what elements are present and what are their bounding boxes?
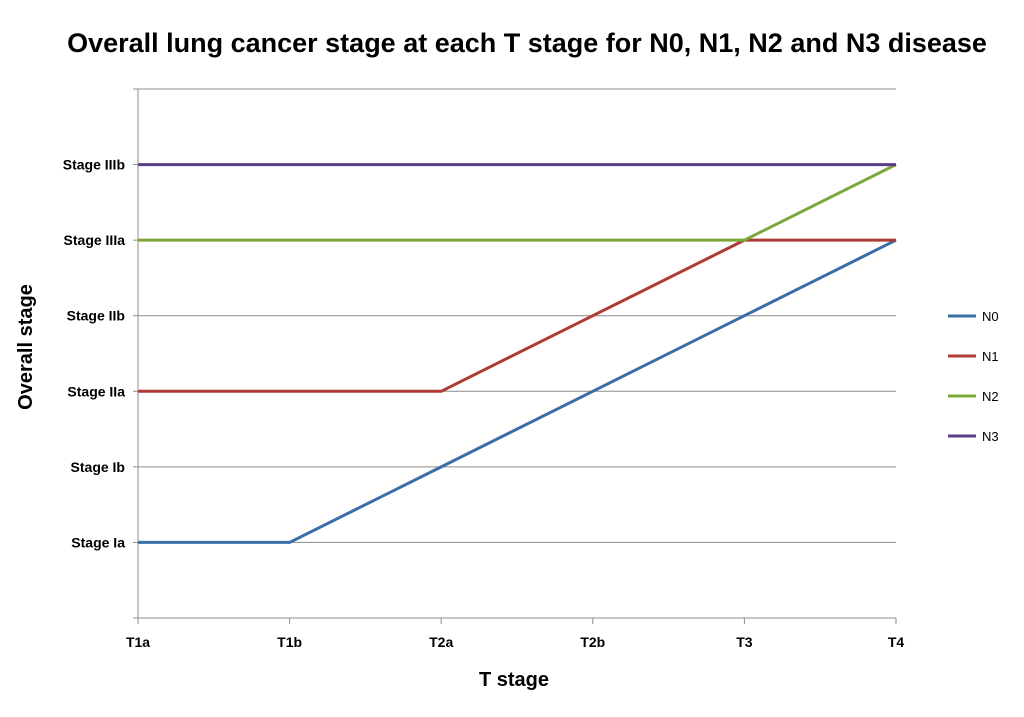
x-tick-label: T1b bbox=[277, 634, 302, 650]
series-line-n0 bbox=[138, 238, 897, 544]
y-tick-label: Stage IIIb bbox=[63, 157, 125, 173]
chart-title: Overall lung cancer stage at each T stag… bbox=[67, 28, 987, 58]
series-lines bbox=[138, 163, 897, 544]
legend-label-n1: N1 bbox=[982, 349, 999, 364]
x-tick-label: T2b bbox=[580, 634, 605, 650]
legend-label-n2: N2 bbox=[982, 389, 999, 404]
x-tick-label: T4 bbox=[888, 634, 905, 650]
x-tick-label: T2a bbox=[429, 634, 453, 650]
y-axis-title: Overall stage bbox=[15, 284, 37, 410]
legend-label-n0: N0 bbox=[982, 309, 999, 324]
y-tick-label: Stage Ia bbox=[71, 534, 125, 550]
x-tick-label: T1a bbox=[126, 634, 150, 650]
y-tick-label: Stage IIa bbox=[67, 383, 125, 399]
y-tick-label: Stage IIIa bbox=[64, 232, 126, 248]
x-tick-label: T3 bbox=[736, 634, 753, 650]
y-tick-label: Stage IIb bbox=[67, 308, 125, 324]
series-line-n1 bbox=[138, 238, 896, 393]
legend: N0 N1 N2 N3 bbox=[948, 309, 999, 444]
axes: Stage Ia Stage Ib Stage IIa Stage IIb Stage … bbox=[63, 88, 905, 650]
x-axis-title: T stage bbox=[479, 669, 549, 691]
legend-label-n3: N3 bbox=[982, 429, 999, 444]
series-line-n2 bbox=[138, 163, 897, 242]
y-tick-label: Stage Ib bbox=[71, 459, 125, 475]
gridlines bbox=[138, 88, 896, 543]
